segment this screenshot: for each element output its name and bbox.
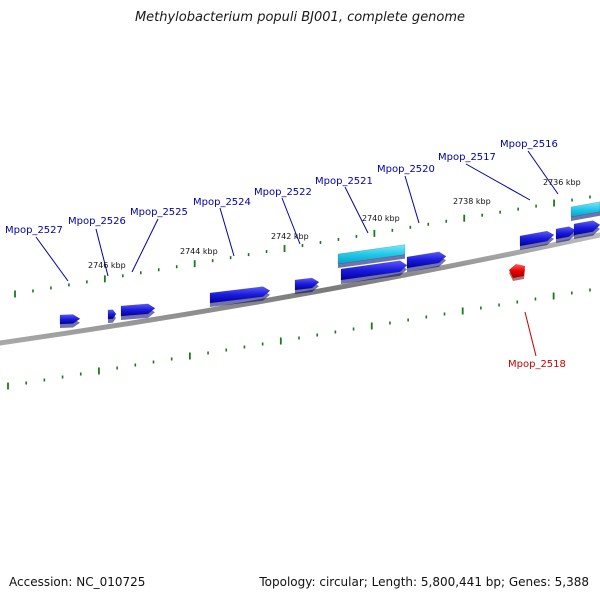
gene-label-mpop-2527[interactable]: Mpop_2527 — [5, 225, 63, 236]
gene-mpop-2520[interactable] — [406, 251, 447, 272]
gene-label-mpop-2518[interactable]: Mpop_2518 — [508, 359, 566, 370]
leader-mpop-2520 — [404, 175, 420, 224]
leader-mpop-2526 — [95, 228, 109, 277]
gene-mpop-2521-rna[interactable] — [337, 244, 406, 268]
gene-label-mpop-2520[interactable]: Mpop_2520 — [377, 164, 435, 175]
gene-label-mpop-2524[interactable]: Mpop_2524 — [193, 197, 251, 208]
gene-mpop-2518[interactable] — [509, 264, 525, 281]
gene-mpop-2524[interactable] — [209, 286, 271, 307]
gene-label-mpop-2525[interactable]: Mpop_2525 — [130, 207, 188, 218]
kbp-label-2738: 2738 kbp — [453, 197, 491, 206]
leader-mpop-2521 — [344, 186, 369, 234]
gene-mpop-2522[interactable] — [294, 277, 320, 294]
gene-features — [59, 201, 600, 328]
gene-rna-right[interactable] — [570, 201, 600, 221]
gene-mpop-2525[interactable] — [120, 303, 156, 320]
gene-label-mpop-2521[interactable]: Mpop_2521 — [315, 176, 373, 187]
leader-mpop-2527 — [35, 236, 69, 282]
leader-mpop-2517 — [465, 163, 531, 201]
page-title: Methylobacterium populi BJ001, complete … — [134, 10, 466, 25]
gene-mpop-2515[interactable] — [573, 220, 600, 239]
leader-mpop-2525 — [131, 218, 159, 273]
gene-mpop-2517[interactable] — [519, 230, 555, 250]
kbp-label-2744: 2744 kbp — [180, 247, 218, 256]
genome-backbone — [0, 232, 600, 346]
gene-label-mpop-2517[interactable]: Mpop_2517 — [438, 152, 496, 163]
gene-label-mpop-2526[interactable]: Mpop_2526 — [68, 216, 126, 227]
tick-marks — [7, 195, 591, 390]
gene-label-mpop-2516[interactable]: Mpop_2516 — [500, 139, 558, 150]
kbp-label-2742: 2742 kbp — [271, 232, 309, 241]
genome-summary-text: Topology: circular; Length: 5,800,441 bp… — [259, 575, 589, 589]
leader-mpop-2516 — [527, 150, 559, 195]
gene-mpop-2526[interactable] — [107, 309, 117, 323]
leader-mpop-2518 — [524, 311, 537, 357]
gene-mpop-2516[interactable] — [555, 226, 577, 243]
kbp-label-2740: 2740 kbp — [362, 214, 400, 223]
leader-mpop-2524 — [219, 207, 235, 257]
label-leaders — [35, 150, 559, 357]
gene-mpop-2521[interactable] — [340, 260, 408, 284]
kbp-label-2736: 2736 kbp — [543, 178, 581, 187]
accession-text: Accession: NC_010725 — [9, 575, 146, 589]
gene-label-mpop-2522[interactable]: Mpop_2522 — [254, 187, 312, 198]
gene-mpop-2527[interactable] — [59, 314, 81, 328]
kbp-label-2746: 2746 kbp — [88, 261, 126, 270]
leader-mpop-2522 — [281, 197, 301, 245]
